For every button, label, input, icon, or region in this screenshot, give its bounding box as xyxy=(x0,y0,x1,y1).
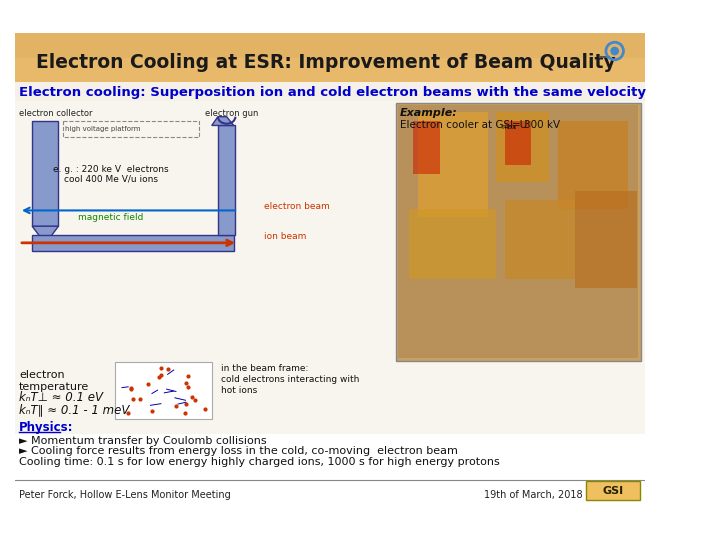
Bar xyxy=(409,208,496,279)
Text: hot ions: hot ions xyxy=(220,386,257,395)
Polygon shape xyxy=(32,226,58,244)
Bar xyxy=(398,105,639,359)
Text: electron collector: electron collector xyxy=(19,109,93,118)
Text: e. g. : 220 ke V  electrons: e. g. : 220 ke V electrons xyxy=(53,165,168,174)
Bar xyxy=(558,121,628,208)
Text: electron gun: electron gun xyxy=(205,109,258,118)
Bar xyxy=(115,362,212,419)
Bar xyxy=(218,125,235,235)
Text: max: max xyxy=(502,124,517,130)
Circle shape xyxy=(611,46,619,56)
Text: Cooling time: 0.1 s for low energy highly charged ions, 1000 s for high energy p: Cooling time: 0.1 s for low energy highl… xyxy=(19,457,500,467)
Bar xyxy=(586,481,640,501)
Bar xyxy=(32,121,58,226)
Bar xyxy=(32,235,234,251)
Text: ion beam: ion beam xyxy=(264,232,307,241)
Bar xyxy=(14,33,645,82)
Text: in the beam frame:: in the beam frame: xyxy=(220,364,308,374)
Text: 19th of March, 2018: 19th of March, 2018 xyxy=(484,490,582,500)
Text: Electron cooler at GSI, U: Electron cooler at GSI, U xyxy=(400,119,527,130)
Bar xyxy=(505,200,575,279)
Bar xyxy=(418,112,487,218)
Bar xyxy=(14,82,645,101)
Text: kₙT⊥ ≈ 0.1 eV: kₙT⊥ ≈ 0.1 eV xyxy=(19,392,103,404)
Polygon shape xyxy=(212,117,234,125)
Text: cold electrons interacting with: cold electrons interacting with xyxy=(220,375,359,384)
Bar xyxy=(496,112,549,183)
Text: electron: electron xyxy=(19,370,65,380)
Bar xyxy=(575,191,636,287)
Text: Electron cooling: Superposition ion and cold electron beams with the same veloci: Electron cooling: Superposition ion and … xyxy=(19,86,646,99)
Bar xyxy=(413,121,439,174)
Bar xyxy=(63,121,199,137)
Text: Electron Cooling at ESR: Improvement of Beam Quality: Electron Cooling at ESR: Improvement of … xyxy=(36,53,616,72)
Text: Physics:: Physics: xyxy=(19,421,73,434)
Text: = 300 kV: = 300 kV xyxy=(512,119,560,130)
Bar xyxy=(14,101,645,434)
Text: cool 400 Me V/u ions: cool 400 Me V/u ions xyxy=(64,174,158,184)
Text: GSI: GSI xyxy=(603,486,624,496)
Text: Example:: Example: xyxy=(400,108,458,118)
Text: kₙT∥ ≈ 0.1 - 1 meV: kₙT∥ ≈ 0.1 - 1 meV xyxy=(19,404,130,417)
Text: temperature: temperature xyxy=(19,381,89,391)
Bar xyxy=(505,121,531,165)
Text: ► Cooling force results from energy loss in the cold, co-moving  electron beam: ► Cooling force results from energy loss… xyxy=(19,447,458,456)
Text: ► Momentum transfer by Coulomb collisions: ► Momentum transfer by Coulomb collision… xyxy=(19,436,266,446)
Text: electron beam: electron beam xyxy=(264,201,330,211)
Bar xyxy=(396,103,641,361)
Text: Peter Forck, Hollow E-Lens Monitor Meeting: Peter Forck, Hollow E-Lens Monitor Meeti… xyxy=(19,490,231,500)
Bar xyxy=(14,33,645,58)
Text: magnetic field: magnetic field xyxy=(78,213,144,222)
Text: high voltage platform: high voltage platform xyxy=(65,126,140,132)
